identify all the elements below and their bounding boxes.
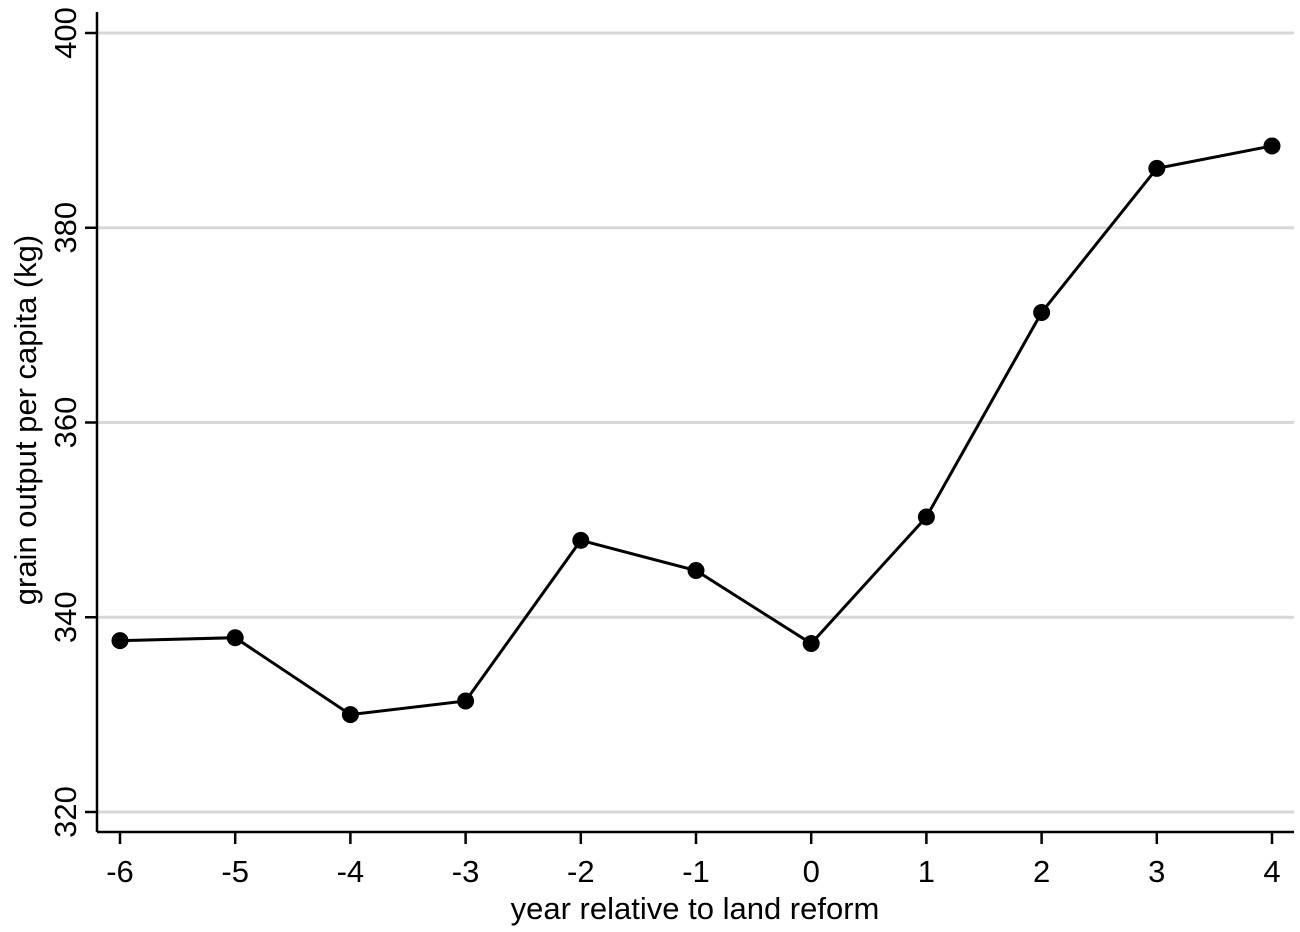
series-line xyxy=(119,144,1273,717)
y-tick-label: 400 xyxy=(48,7,83,59)
grid-lines xyxy=(97,31,1294,814)
y-axis-title: grain output per capita (kg) xyxy=(8,235,43,606)
data-point xyxy=(226,629,244,647)
x-axis-title: year relative to land reform xyxy=(511,891,880,926)
y-tick-label: 320 xyxy=(48,786,83,838)
x-tick-label: -4 xyxy=(337,854,365,889)
data-series xyxy=(111,137,1281,724)
y-tick-label: 340 xyxy=(48,591,83,643)
x-tick-label: -6 xyxy=(106,854,134,889)
data-point xyxy=(802,635,820,653)
data-point xyxy=(687,562,705,580)
x-tick-label: -1 xyxy=(682,854,710,889)
axes xyxy=(85,12,1294,844)
data-point xyxy=(572,531,590,549)
x-tick-label: 2 xyxy=(1033,854,1050,889)
data-point xyxy=(457,692,475,710)
data-point xyxy=(1033,303,1051,321)
data-point xyxy=(111,632,129,650)
x-tick-label: 4 xyxy=(1263,854,1280,889)
tick-labels: 320 340 360 380 400 -6 -5 -4 -3 -2 -1 0 1 2 3 4 xyxy=(48,7,1281,889)
data-point xyxy=(341,706,359,724)
y-tick-label: 380 xyxy=(48,202,83,254)
x-tick-label: -3 xyxy=(452,854,480,889)
x-tick-label: 3 xyxy=(1148,854,1165,889)
data-point xyxy=(1148,159,1166,177)
y-tick-label: 360 xyxy=(48,397,83,449)
x-tick-label: 1 xyxy=(918,854,935,889)
x-tick-label: 0 xyxy=(803,854,820,889)
data-point xyxy=(917,508,935,526)
x-tick-label: -5 xyxy=(221,854,249,889)
x-tick-label: -2 xyxy=(567,854,595,889)
data-point xyxy=(1263,137,1281,155)
